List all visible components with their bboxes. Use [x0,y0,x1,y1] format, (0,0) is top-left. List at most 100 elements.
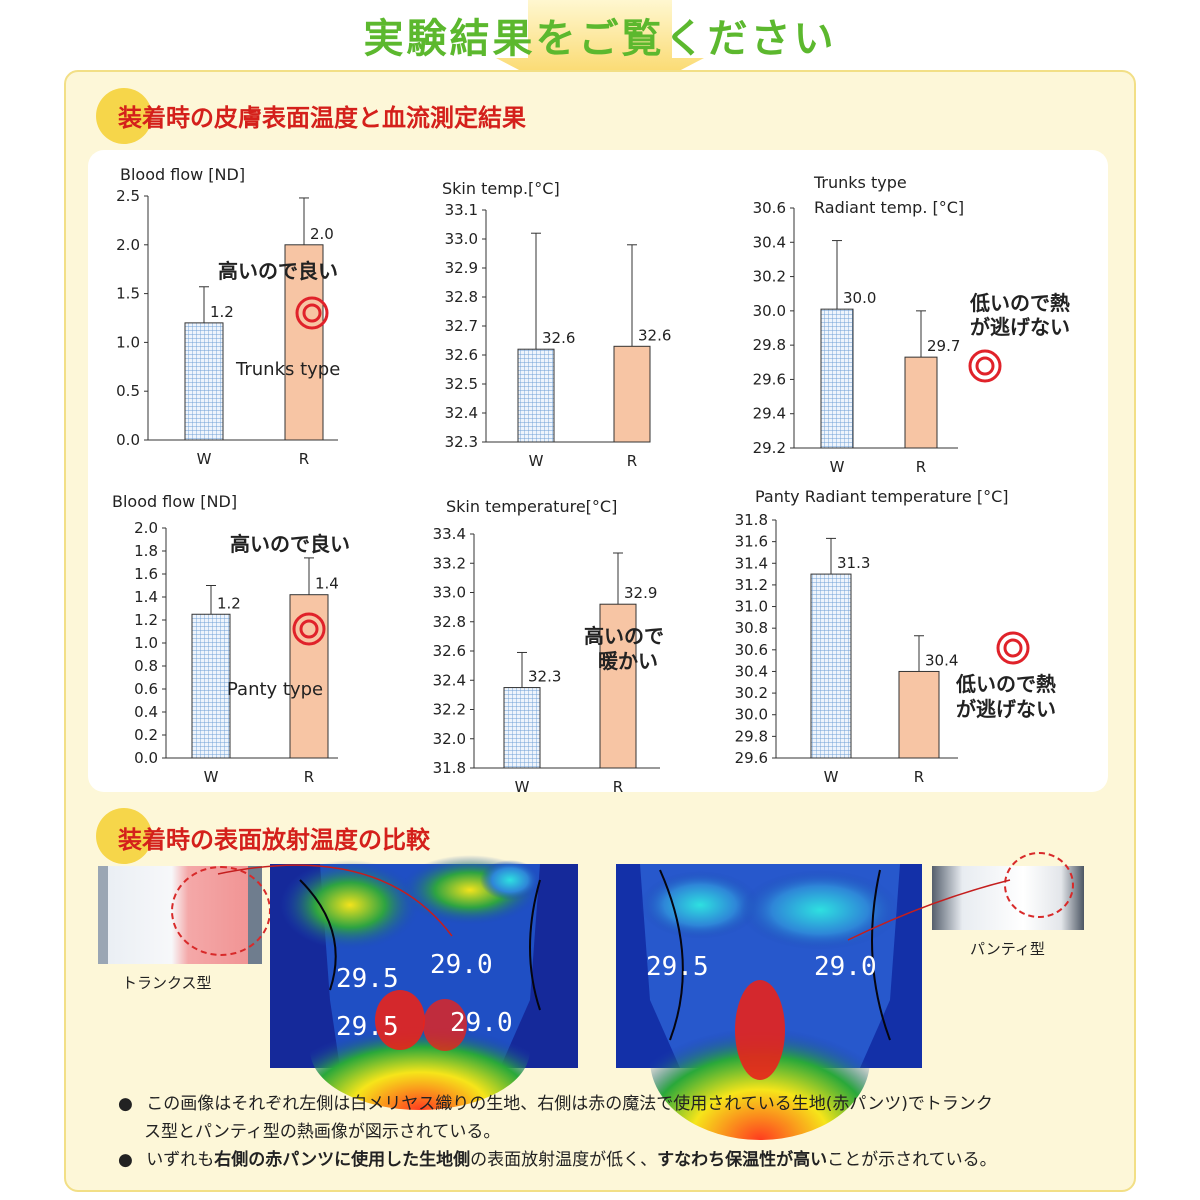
y-tick-label: 1.4 [134,588,158,606]
y-tick-label: 30.0 [735,706,768,724]
target-mark-outer [996,631,1030,665]
y-tick-label: 1.6 [134,565,158,583]
annotation-text: Trunks type [235,359,340,380]
y-tick-label: 32.4 [433,671,466,689]
y-tick-label: 0.4 [134,703,158,721]
y-tick-label: 32.0 [433,730,466,748]
y-tick-label: 0.0 [116,431,140,449]
target-mark-inner [1003,638,1023,658]
y-tick-label: 32.3 [445,433,478,451]
bar-W [184,322,224,441]
y-tick-label: 0.8 [134,657,158,675]
y-tick-label: 30.6 [753,199,786,217]
x-tick-label: W [515,778,530,792]
trunks-caption: トランクス型 [122,974,212,992]
y-tick-label: 30.8 [735,619,768,637]
data-label: 32.3 [528,668,561,686]
y-tick-label: 32.9 [445,259,478,277]
note-1-line-2: ス型とパンティ型の熱画像が図示されている。 [144,1122,501,1142]
y-tick-label: 29.6 [735,749,768,767]
bar-W [503,687,541,769]
y-tick-label: 31.2 [735,576,768,594]
note-1: ● この画像はそれぞれ左側は白メリヤス織りの生地、右側は赤の魔法で使用されている… [118,1090,1098,1118]
note-2-mid: の表面放射温度が低く、 [470,1150,658,1170]
bar-W [810,573,852,759]
y-axis-label: Blood flow [ND] [120,165,245,184]
y-tick-label: 1.8 [134,542,158,560]
y-tick-label: 1.0 [116,333,140,351]
x-tick-label: W [204,768,219,786]
y-tick-label: 1.0 [134,634,158,652]
x-tick-label: R [916,458,926,476]
y-tick-label: 33.0 [445,230,478,248]
bar-W [517,348,555,443]
target-mark-inner [299,619,319,639]
chart-area: Blood flow [ND] 0.0 0.5 1.0 1.5 2.0 2.5 1.2 W 2.0… [88,150,1108,792]
bar-R [898,670,940,759]
trunks-focus-circle [171,866,271,956]
y-tick-label: 30.0 [753,302,786,320]
x-tick-label: R [304,768,314,786]
note-2-bold-1: 右側の赤パンツに使用した生地側 [214,1150,471,1170]
y-axis-label: Radiant temp. [°C] [814,198,964,217]
y-tick-label: 32.6 [433,642,466,660]
x-tick-label: R [299,450,309,468]
bar-R [904,356,938,449]
annotation-text: 低いので熱 [969,291,1070,315]
y-tick-label: 31.6 [735,533,768,551]
bullet-dot: ● [118,1150,133,1170]
y-tick-label: 32.2 [433,701,466,719]
data-label: 32.6 [638,326,671,344]
y-tick-label: 30.4 [735,662,768,680]
section2-title: 装着時の表面放射温度の比較 [118,826,430,854]
y-tick-label: 32.8 [433,613,466,631]
annotation-text: 低いので熱 [955,672,1056,696]
y-tick-label: 31.8 [433,759,466,777]
y-tick-label: 2.0 [134,519,158,537]
note-2-bold-2: すなわち保温性が高い [657,1150,828,1170]
y-tick-label: 1.5 [116,285,140,303]
annotation-text: 高いので良い [230,532,350,556]
x-tick-label: W [529,452,544,470]
y-tick-label: 0.6 [134,680,158,698]
x-tick-label: R [613,778,623,792]
data-label: 29.7 [927,337,960,355]
page-title: 実験結果をご覧ください [363,16,837,62]
note-2: ● いずれも右側の赤パンツに使用した生地側の表面放射温度が低く、すなわち保温性が… [118,1146,1108,1174]
trunks-label-4: 29.0 [450,1008,513,1038]
annotation-text: が逃げない [956,697,1056,721]
target-mark-outer [295,296,329,330]
y-tick-label: 29.4 [753,405,786,423]
y-tick-label: 2.5 [116,187,140,205]
y-tick-label: 30.4 [753,233,786,251]
panty-label-1: 29.5 [646,952,709,982]
y-tick-label: 33.1 [445,201,478,219]
section2-badge [96,808,152,864]
section1-title: 装着時の皮膚表面温度と血流測定結果 [118,104,526,132]
y-tick-label: 32.5 [445,375,478,393]
y-tick-label: 33.2 [433,554,466,572]
y-tick-label: 32.6 [445,346,478,364]
panty-caption: パンティ型 [970,940,1045,958]
y-tick-label: 31.4 [735,554,768,572]
y-tick-label: 29.8 [753,336,786,354]
x-tick-label: W [824,768,839,786]
note-2-post: ことが示されている。 [827,1150,997,1170]
y-tick-label: 30.2 [735,684,768,702]
y-tick-label: 32.7 [445,317,478,335]
data-label: 32.9 [624,584,657,602]
y-tick-label: 0.5 [116,382,140,400]
y-tick-label: 30.6 [735,641,768,659]
note-2-pre: いずれも [146,1150,215,1170]
charts-svg: Blood flow [ND] 0.0 0.5 1.0 1.5 2.0 2.5 1.2 W 2.0… [112,165,1070,792]
target-mark-outer [968,349,1002,383]
data-label: 1.4 [315,575,339,593]
y-tick-label: 33.4 [433,525,466,543]
annotation-text: 暖かい [598,649,658,673]
trunks-label-2: 29.0 [430,950,493,980]
annotation-text: Panty type [227,679,323,700]
y-tick-label: 2.0 [116,236,140,254]
y-axis-label: Panty Radiant temperature [°C] [755,487,1009,506]
data-label: 30.4 [925,651,958,669]
y-tick-label: 32.8 [445,288,478,306]
